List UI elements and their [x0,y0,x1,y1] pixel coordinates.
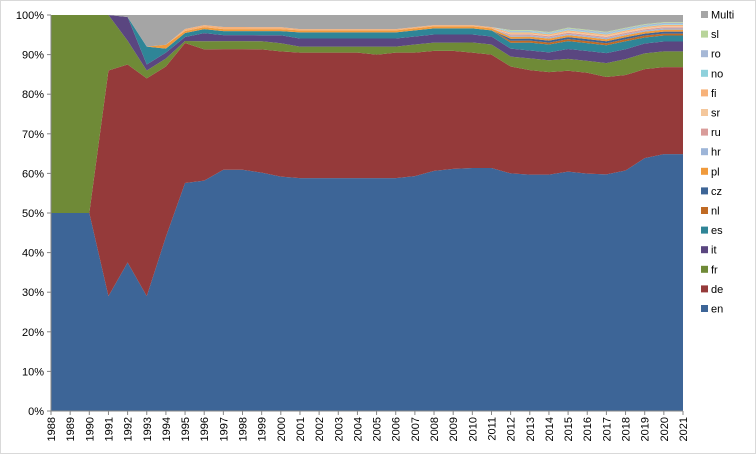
x-tick-label: 1995 [180,417,192,441]
legend-swatch-de [701,285,708,293]
x-tick-label: 2018 [621,417,633,441]
x-tick-label: 1998 [238,417,250,441]
legend-swatch-en [701,305,708,312]
legend-swatch-cz [701,187,708,195]
y-tick-label: 90% [22,50,44,62]
y-tick-label: 70% [22,129,44,141]
area-series-it [51,15,683,71]
y-tick-label: 20% [22,327,44,339]
axes: 0% 10% 20% 30% 40% 50% 60% 70% 80% 90% 100% 1988 198… [16,10,690,441]
x-tick-label: 2009 [448,417,460,441]
legend-label-de: de [711,284,723,296]
x-tick-label: 2006 [391,417,403,441]
x-tick-label: 2004 [352,417,364,441]
legend-label-nl: nl [711,206,720,218]
x-tick-label: 2000 [276,417,288,441]
legend-swatch-no [701,69,708,77]
x-tick-label: 2007 [410,417,422,441]
x-tick-label: 2019 [640,417,652,441]
x-tick-label: 1989 [65,417,77,441]
legend-label-fi: fi [711,88,717,100]
x-tick-label: 2016 [582,417,594,441]
area-series-cz [51,15,683,49]
x-tick-label: 2003 [333,417,345,441]
x-tick-label: 1993 [142,417,154,441]
stacked-areas [51,15,683,412]
legend-swatch-hr [701,148,708,156]
x-tick-label: 2014 [544,417,556,441]
legend-swatch-sr [701,109,708,116]
area-series-en [51,154,683,412]
x-tick-label: 2012 [506,417,518,441]
y-tick-label: 50% [22,208,44,220]
x-tick-label: 1988 [46,417,58,441]
legend-swatch-ro [701,50,708,58]
x-tick-label: 1991 [103,417,115,441]
legend-label-no: no [711,68,723,80]
area-series-fr [51,15,683,213]
x-tick-label: 1997 [218,417,230,441]
legend-swatch-pl [701,167,708,175]
legend-label-ru: ru [711,127,721,139]
x-tick-label: 1999 [257,417,269,441]
legend-label-sr: sr [711,108,721,120]
legend-swatch-sl [701,30,708,38]
legend-label-sl: sl [711,29,719,41]
x-tick-label: 1992 [123,417,135,441]
legend-label-fr: fr [711,264,718,276]
legend-swatch-multi [701,11,708,18]
legend-swatch-fr [701,265,708,273]
y-tick-label: 60% [22,168,44,180]
legend-label-cz: cz [711,186,722,198]
y-tick-label: 10% [22,366,44,378]
x-tick-label: 1990 [84,417,96,441]
x-tick-label: 2002 [314,417,326,441]
area-series-pl [51,15,683,49]
area-series-sl [51,15,683,47]
x-tick-label: 2015 [563,417,575,441]
x-tick-label: 2020 [659,417,671,441]
area-series-es [51,15,683,65]
legend-label-ro: ro [711,49,721,61]
x-tick-label: 2010 [467,417,479,441]
y-tick-label: 30% [22,287,44,299]
legend-label-en: en [711,304,723,316]
x-tick-label: 2013 [525,417,537,441]
legend-label-multi: Multi [711,10,734,22]
y-tick-label: 100% [16,10,44,22]
legend-swatch-fi [701,89,708,97]
legend-label-pl: pl [711,166,720,178]
legend-swatch-nl [701,207,708,214]
x-tick-label: 2001 [295,417,307,441]
legend: Multi sl ro no fi sr ru hr pl cz nl es it fr de en [701,10,734,316]
legend-swatch-ru [701,128,708,136]
x-tick-label: 2011 [486,417,498,441]
area-series-multi [51,15,683,47]
legend-swatch-it [701,246,708,254]
legend-label-it: it [711,245,717,257]
legend-swatch-es [701,226,708,234]
x-tick-label: 1994 [161,417,173,441]
x-tick-label: 2017 [601,417,613,441]
area-series-de [51,43,683,297]
x-tick-label: 2021 [678,417,690,441]
y-tick-label: 0% [28,406,44,418]
y-tick-label: 40% [22,248,44,260]
x-tick-label: 2008 [429,417,441,441]
y-tick-label: 80% [22,89,44,101]
legend-label-es: es [711,225,723,237]
x-tick-label: 1996 [199,417,211,441]
legend-label-hr: hr [711,147,721,159]
x-tick-label: 2005 [372,417,384,441]
